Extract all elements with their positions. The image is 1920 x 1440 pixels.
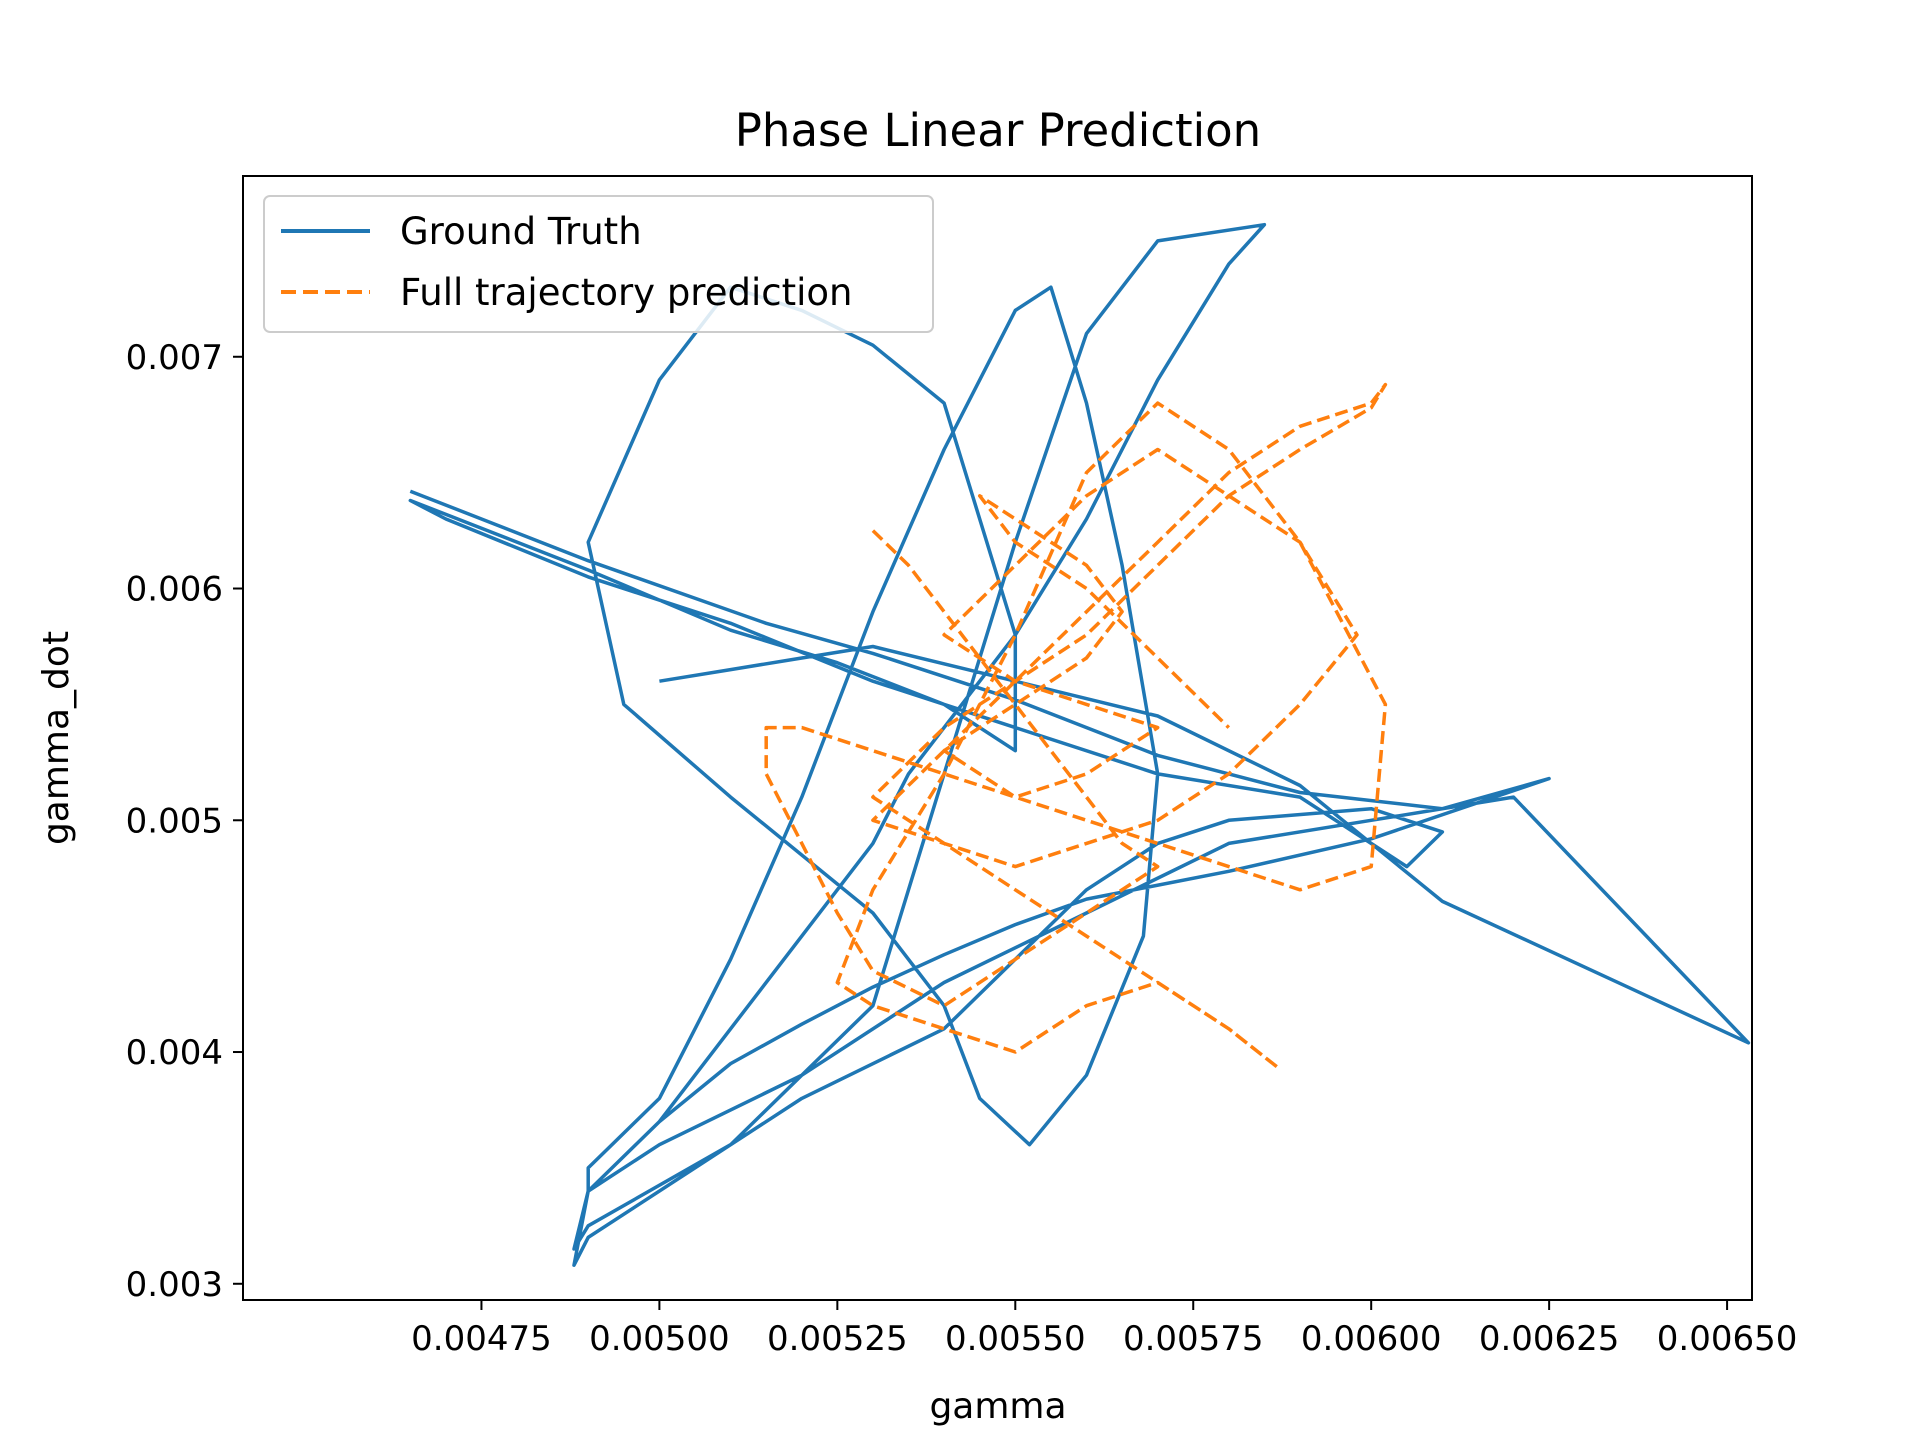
x-tick-label: 0.00525 xyxy=(767,1319,908,1359)
x-tick-label: 0.00550 xyxy=(945,1319,1086,1359)
y-tick-label: 0.007 xyxy=(126,338,223,378)
x-tick-label: 0.00475 xyxy=(411,1319,552,1359)
plot-frame xyxy=(242,175,1753,1301)
x-axis-ticks: 0.00475 0.00500 0.00525 0.00550 0.00575 0.006… xyxy=(411,1300,1797,1359)
y-tick-label: 0.004 xyxy=(126,1033,223,1073)
x-tick-label: 0.00625 xyxy=(1479,1319,1620,1359)
chart-title: Phase Linear Prediction xyxy=(735,104,1261,157)
x-tick-label: 0.00500 xyxy=(589,1319,730,1359)
series-ground-truth-line xyxy=(408,222,1751,1267)
legend-box xyxy=(263,195,934,333)
y-tick-label: 0.003 xyxy=(126,1265,223,1305)
y-tick-label: 0.005 xyxy=(126,801,223,841)
legend-label-prediction: Full trajectory prediction xyxy=(400,271,852,314)
x-tick-label: 0.00600 xyxy=(1301,1319,1442,1359)
y-tick-label: 0.006 xyxy=(126,570,223,610)
plot-area xyxy=(243,176,1752,1300)
series-layer xyxy=(408,222,1751,1267)
legend: Ground Truth Full trajectory prediction xyxy=(263,195,934,333)
y-axis-ticks: 0.003 0.004 0.005 0.006 0.007 xyxy=(126,338,243,1305)
legend-label-ground-truth: Ground Truth xyxy=(400,210,642,253)
y-axis-label: gamma_dot xyxy=(36,631,77,845)
x-tick-label: 0.00575 xyxy=(1123,1319,1264,1359)
series-prediction-line xyxy=(764,382,1388,1070)
x-axis-label: gamma xyxy=(929,1386,1066,1427)
x-tick-label: 0.00650 xyxy=(1657,1319,1798,1359)
